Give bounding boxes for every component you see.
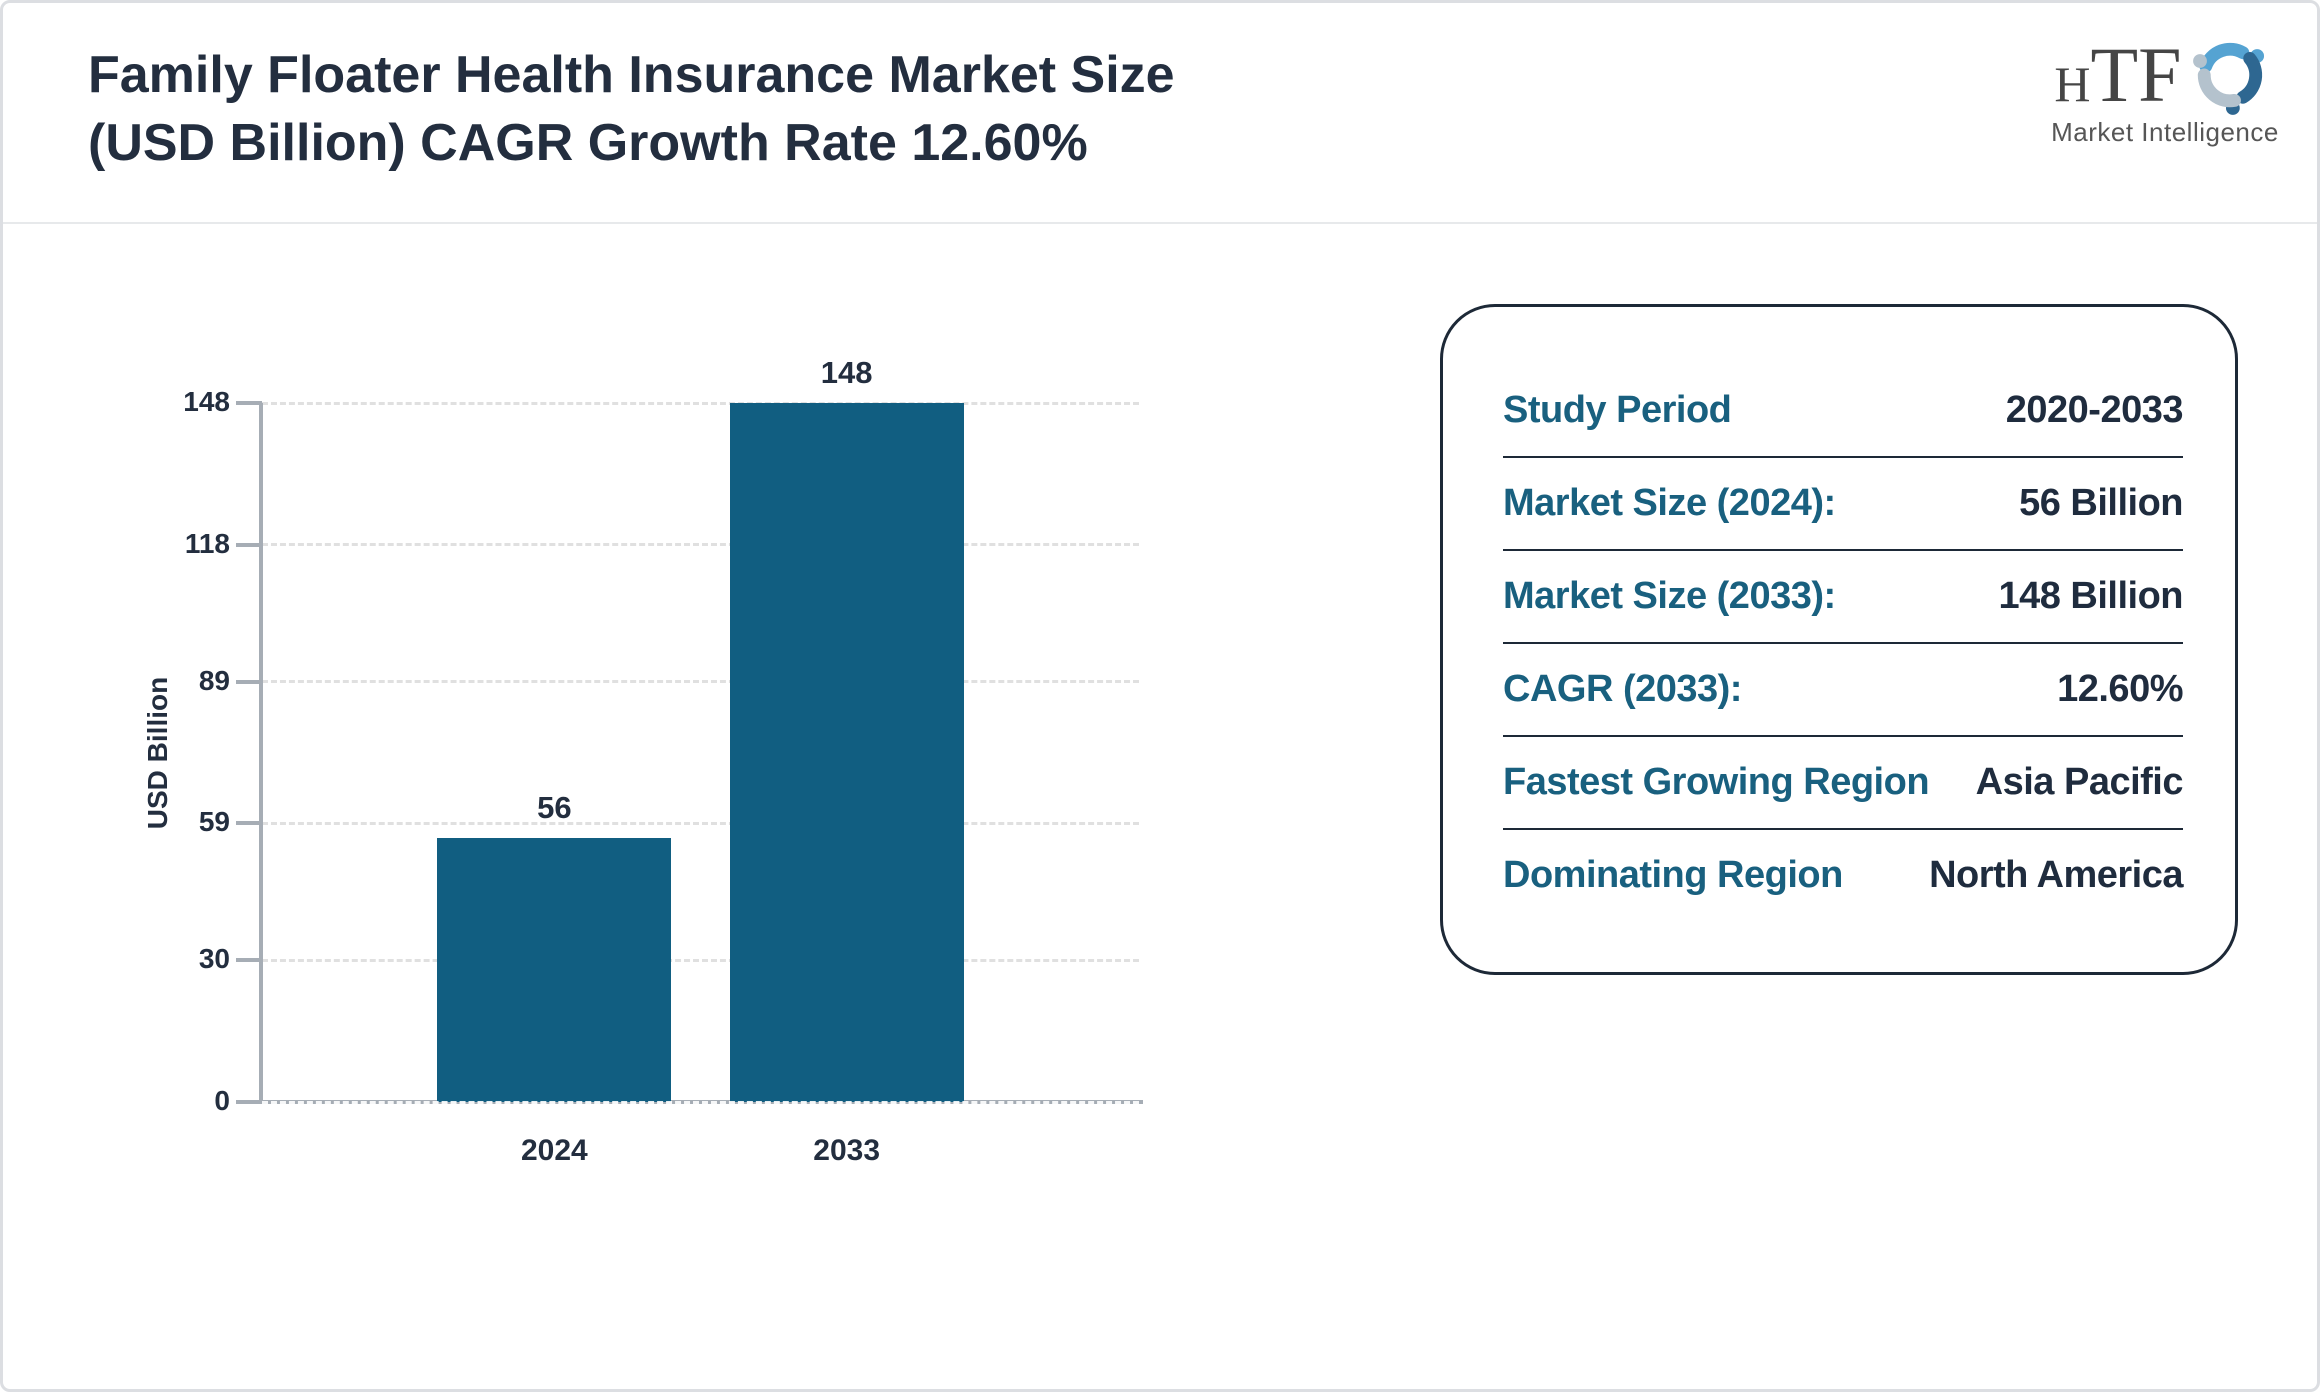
panel-row-label: Market Size (2024): [1503,482,1836,524]
panel-row-study-period: Study Period 2020-2033 [1503,365,2184,458]
y-axis-line [259,403,263,1102]
gridline [262,680,1139,684]
gridline [262,1100,1139,1104]
panel-row-value: 148 Billion [1998,575,2183,617]
gridline [262,401,1139,405]
y-tick-label: 118 [184,527,230,559]
y-tick-mark [236,1100,262,1104]
y-tick-label: 0 [214,1085,230,1116]
y-tick-mark [236,821,262,826]
panel-row-value: 12.60% [2057,668,2183,710]
panel-row-fastest-growing-region: Fastest Growing Region Asia Pacific [1503,737,2184,830]
logo-text: HTF [2054,31,2182,118]
bar-chart: 0 30 59 89 118 148 USD Billion 56 2024 148 2033 [3,3,2317,1389]
gridline [262,543,1139,547]
y-tick-label: 59 [198,806,230,838]
y-tick-label: 89 [198,664,230,696]
panel-row-market-size-2033: Market Size (2033): 148 Billion [1503,551,2183,644]
page-title-line-2: (USD Billion) CAGR Growth Rate 12.60% [88,114,1088,172]
info-panel: Study Period 2020-2033 Market Size (2024… [1440,304,2238,975]
y-axis-label: USD Billion [142,676,173,829]
panel-row-value: 2020-2033 [2005,389,2184,431]
panel-row-value: North America [1929,854,2183,896]
panel-row-value: 56 Billion [2019,482,2183,524]
y-tick-mark [236,401,262,405]
logo-subtext: Market Intelligence [2051,117,2279,147]
panel-row-label: Dominating Region [1503,854,1843,896]
gridline [262,821,1139,825]
bar-value-label: 148 [820,355,873,390]
panel-row-label: Market Size (2033): [1503,575,1836,617]
x-tick-label: 2033 [813,1134,881,1167]
bar [729,403,964,1102]
htf-logo: HTF Market Intelligence [2045,29,2285,148]
y-tick-label: 30 [198,943,230,975]
panel-row-dominating-region: Dominating Region North America [1503,830,2183,921]
panel-row-label: Fastest Growing Region [1503,761,1930,803]
panel-row-label: CAGR (2033): [1503,668,1742,710]
panel-row-value: Asia Pacific [1975,761,2184,803]
y-tick-label: 148 [183,386,230,417]
y-tick-mark [236,958,262,963]
bar [437,837,672,1102]
gridline [262,958,1139,962]
page-title: Family Floater Health Insurance Market S… [88,41,1175,177]
logo-swirl-icon [2192,42,2264,115]
header-divider [3,222,2317,224]
x-tick-label: 2024 [520,1134,588,1167]
panel-row-label: Study Period [1503,389,1732,431]
page-title-line-1: Family Floater Health Insurance Market S… [88,46,1175,104]
y-tick-mark [236,679,262,684]
y-tick-mark [236,542,262,547]
panel-row-cagr: CAGR (2033): 12.60% [1503,644,2183,737]
bar-value-label: 56 [537,789,572,825]
panel-row-market-size-2024: Market Size (2024): 56 Billion [1503,458,2183,551]
